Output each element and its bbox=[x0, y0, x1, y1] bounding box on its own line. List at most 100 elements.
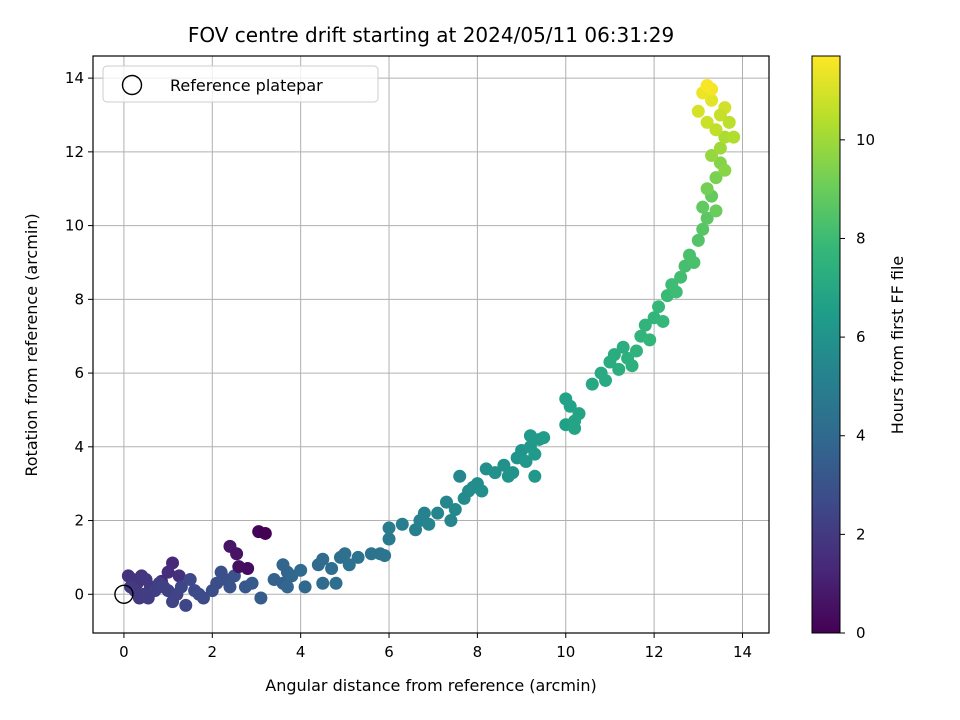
data-point bbox=[572, 407, 586, 421]
data-point bbox=[422, 517, 436, 531]
data-point bbox=[448, 502, 462, 516]
data-point bbox=[528, 447, 542, 461]
data-point bbox=[718, 163, 732, 177]
data-point bbox=[612, 362, 626, 376]
data-point bbox=[506, 466, 520, 480]
x-tick-label: 10 bbox=[556, 643, 575, 661]
data-point bbox=[444, 514, 458, 528]
colorbar bbox=[811, 55, 841, 634]
data-point bbox=[280, 580, 294, 594]
data-point bbox=[519, 455, 533, 469]
data-point bbox=[196, 591, 210, 605]
data-point bbox=[709, 204, 723, 218]
data-point bbox=[431, 506, 445, 520]
data-point bbox=[700, 211, 714, 225]
data-point bbox=[161, 565, 175, 579]
x-axis-label: Angular distance from reference (arcmin) bbox=[265, 676, 596, 695]
data-point bbox=[607, 348, 621, 362]
data-point bbox=[528, 469, 542, 483]
data-point bbox=[497, 458, 511, 472]
x-tick-label: 8 bbox=[473, 643, 483, 661]
data-point bbox=[625, 359, 639, 373]
data-point bbox=[453, 469, 467, 483]
colorbar-label: Hours from first FF file bbox=[888, 256, 907, 435]
data-point bbox=[351, 550, 365, 564]
data-point bbox=[700, 182, 714, 196]
data-point bbox=[616, 340, 630, 354]
data-point bbox=[342, 558, 356, 572]
data-point bbox=[713, 141, 727, 155]
data-point bbox=[537, 431, 551, 445]
data-point bbox=[241, 561, 255, 575]
legend-entry-reference-platepar: Reference platepar bbox=[170, 76, 323, 95]
x-axis-ticks: 0 2 4 6 8 10 12 14 bbox=[119, 633, 752, 661]
x-tick-label: 4 bbox=[296, 643, 306, 661]
grid bbox=[93, 56, 769, 633]
colorbar-tick-label: 4 bbox=[856, 427, 866, 445]
data-point bbox=[382, 532, 396, 546]
data-point bbox=[183, 573, 197, 587]
data-point bbox=[691, 104, 705, 118]
data-point bbox=[709, 171, 723, 185]
data-point bbox=[298, 580, 312, 594]
colorbar-tick-label: 2 bbox=[856, 525, 866, 543]
data-point bbox=[656, 314, 670, 328]
data-point bbox=[599, 373, 613, 387]
data-point bbox=[316, 552, 330, 566]
data-point bbox=[254, 591, 268, 605]
data-point bbox=[223, 580, 237, 594]
x-tick-label: 6 bbox=[384, 643, 394, 661]
data-point bbox=[378, 549, 392, 563]
x-tick-label: 2 bbox=[208, 643, 218, 661]
data-point bbox=[523, 429, 537, 443]
y-tick-label: 8 bbox=[74, 290, 84, 308]
x-tick-label: 0 bbox=[119, 643, 129, 661]
colorbar-tick-label: 0 bbox=[856, 624, 866, 642]
data-point bbox=[674, 270, 688, 284]
data-point bbox=[316, 576, 330, 590]
data-point bbox=[245, 576, 259, 590]
data-point bbox=[696, 200, 710, 214]
data-point bbox=[691, 233, 705, 247]
colorbar-tick-label: 8 bbox=[856, 229, 866, 247]
data-point bbox=[395, 517, 409, 531]
y-tick-label: 0 bbox=[74, 585, 84, 603]
data-point bbox=[179, 598, 193, 612]
x-tick-label: 14 bbox=[733, 643, 752, 661]
y-tick-label: 6 bbox=[74, 364, 84, 382]
y-tick-label: 14 bbox=[65, 69, 84, 87]
data-point bbox=[475, 484, 489, 498]
data-point bbox=[638, 318, 652, 332]
data-point bbox=[700, 115, 714, 129]
plot-frame bbox=[92, 55, 770, 634]
y-axis-label: Rotation from reference (arcmin) bbox=[22, 213, 41, 476]
data-point bbox=[585, 377, 599, 391]
x-tick-label: 12 bbox=[645, 643, 664, 661]
y-tick-label: 4 bbox=[74, 438, 84, 456]
y-tick-label: 12 bbox=[65, 143, 84, 161]
legend-marker bbox=[121, 74, 143, 96]
legend: Reference platepar bbox=[102, 65, 379, 103]
data-point bbox=[687, 255, 701, 269]
data-point bbox=[722, 115, 736, 129]
chart-title: FOV centre drift starting at 2024/05/11 … bbox=[188, 23, 674, 47]
data-point bbox=[382, 521, 396, 535]
data-point bbox=[174, 580, 188, 594]
data-point bbox=[629, 344, 643, 358]
data-point bbox=[417, 506, 431, 520]
colorbar-tick-label: 6 bbox=[856, 328, 866, 346]
data-point bbox=[172, 569, 186, 583]
colorbar-tick-label: 10 bbox=[856, 131, 875, 149]
data-point bbox=[652, 300, 666, 314]
data-point bbox=[727, 130, 741, 144]
data-point bbox=[329, 576, 343, 590]
y-tick-label: 2 bbox=[74, 512, 84, 530]
data-point bbox=[705, 93, 719, 107]
data-point bbox=[705, 149, 719, 163]
data-point bbox=[713, 108, 727, 122]
data-point bbox=[338, 547, 352, 561]
data-point bbox=[488, 466, 502, 480]
data-point bbox=[294, 563, 308, 577]
legend-box bbox=[102, 65, 379, 103]
